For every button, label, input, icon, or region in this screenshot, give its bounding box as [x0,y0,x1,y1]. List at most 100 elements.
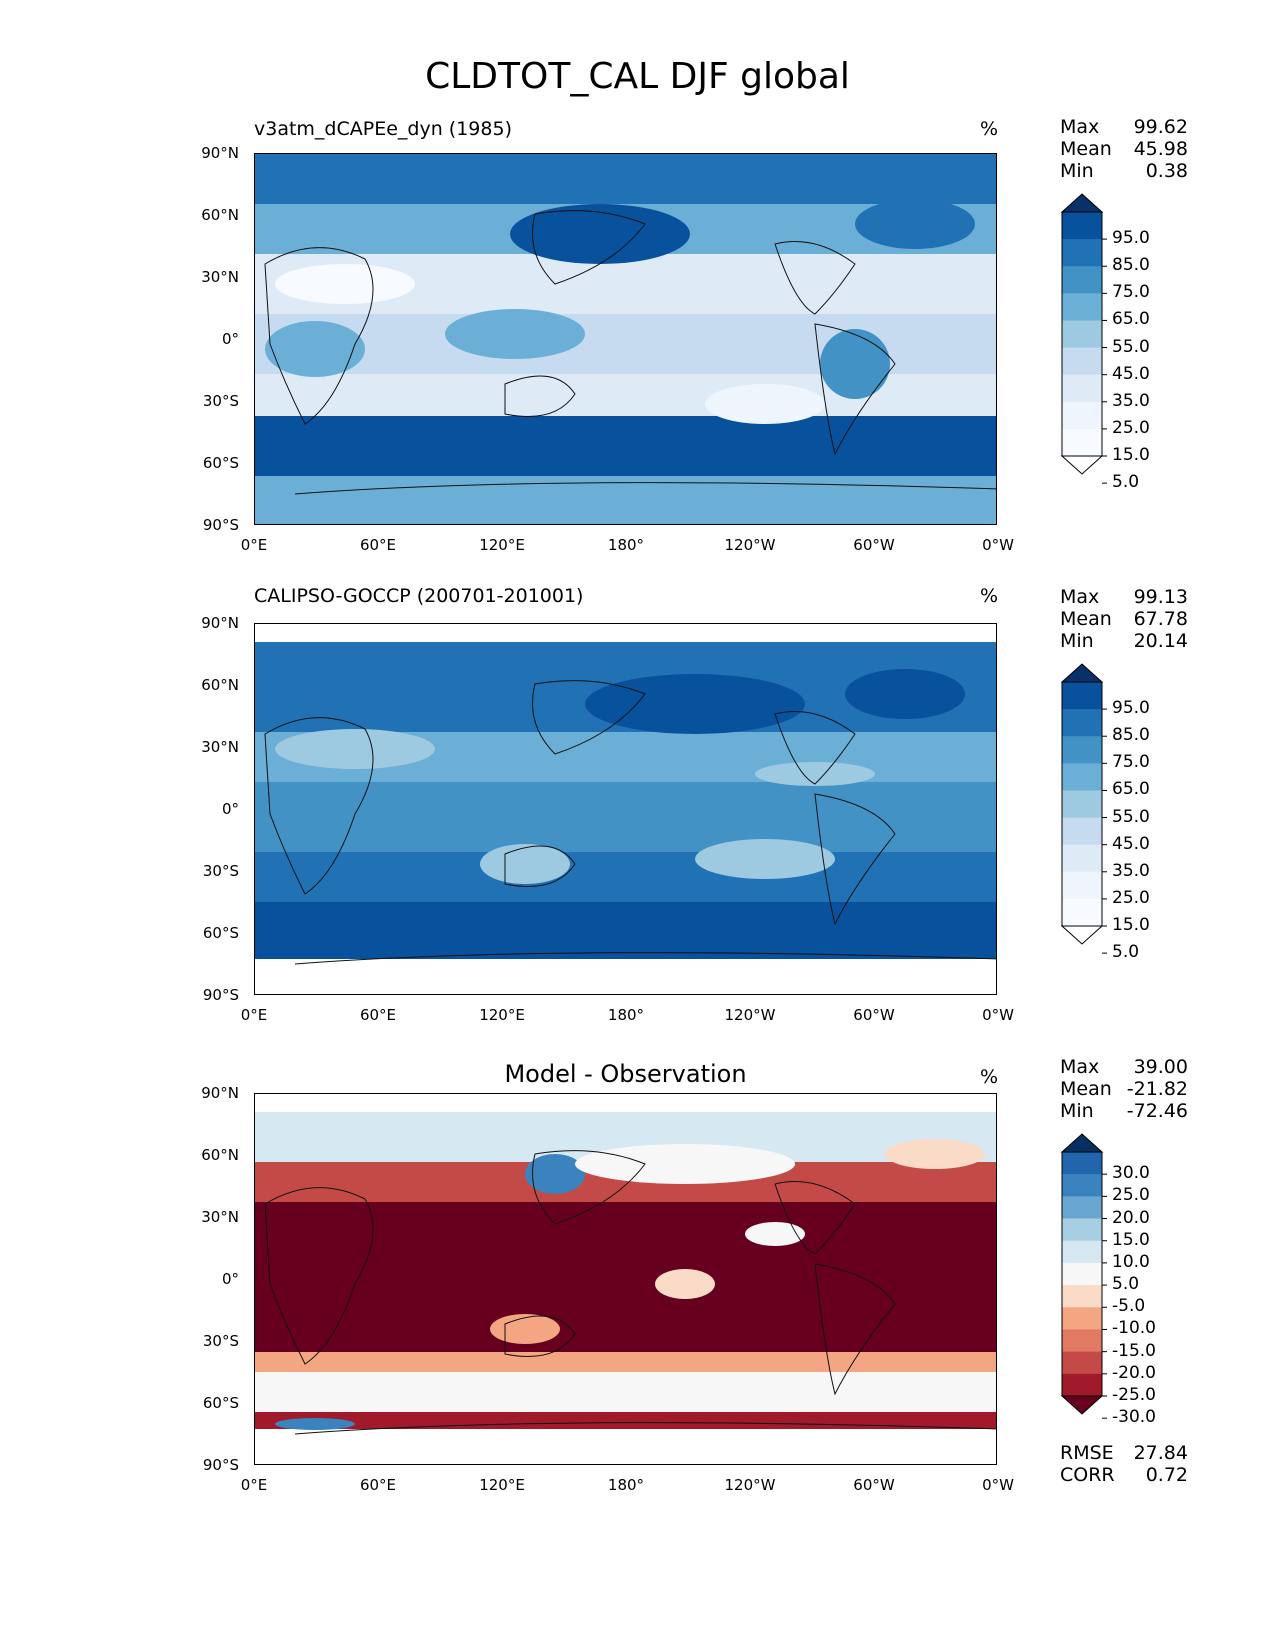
lon-label: 120°W [724,536,776,554]
lat-label: 30°S [202,1332,239,1350]
rmse-label: RMSE [1060,1442,1114,1464]
rmse-value: 27.84 [1133,1442,1188,1464]
lat-label: 60°S [202,924,239,942]
lat-label: 30°N [201,268,239,286]
colorbar-tick-label: 25.0 [1112,417,1150,438]
colorbar-segment [1062,347,1102,376]
lon-label: 0°W [982,1006,1014,1024]
lon-label: 60°W [853,536,895,554]
colorbar-segment [1062,428,1102,457]
light-central-america [745,1222,805,1246]
lat-label: 60°S [202,454,239,472]
band-antarctic [255,476,996,524]
cloud-north-atlantic [855,199,975,249]
colorbar-tick-label: -5.0 [1112,1296,1146,1317]
colorbar-tick-label: -10.0 [1112,1318,1156,1339]
colorbar-segment [1062,898,1102,927]
stat-min-label: Min [1060,160,1094,182]
colorbar-segment [1062,1152,1102,1175]
stat-mean: -21.82 [1126,1078,1188,1100]
colorbar-segment [1062,736,1102,764]
colorbar-extend-min [1060,1395,1104,1415]
colorbar-segment [1062,1240,1102,1264]
light-australia [490,1314,560,1344]
stat-max: 39.00 [1133,1056,1188,1078]
cloud-amazon [820,329,890,399]
colorbar-tick-label: 5.0 [1112,1274,1140,1295]
colorbar-extend-max [1060,193,1104,213]
colorbar-segment [1062,1262,1102,1286]
stats-block: Max 99.13 Mean 67.78 Min 20.14 [1060,586,1188,652]
lat-label: 30°S [202,392,239,410]
lon-label: 0°W [982,536,1014,554]
corr-label: CORR [1060,1464,1115,1486]
colorbar-segment [1062,709,1102,737]
lat-label: 60°S [202,1394,239,1412]
colorbar-segment [1062,790,1102,819]
band-antarctic-edge [255,1412,996,1429]
colorbar-tick-label: 75.0 [1112,752,1150,773]
stat-mean: 45.98 [1133,138,1188,160]
lat-label: 90°S [202,516,239,534]
clear-se-pacific [705,384,825,424]
band-southern-ocean [255,852,996,902]
colorbar-frame [1061,211,1103,457]
lat-label: 90°S [202,1456,239,1474]
stat-mean: 67.78 [1133,608,1188,630]
no-data-north [255,1094,996,1112]
colorbar-tick-label: -30.0 [1112,1407,1156,1428]
clear-central-pacific [755,762,875,786]
figure-title: CLDTOT_CAL DJF global [425,56,850,97]
cloud-maritime [445,309,585,359]
cloud-north-pacific [510,204,690,264]
clear-sahara [275,729,435,769]
lon-label: 120°E [479,536,525,554]
lat-label: 90°N [201,614,239,632]
band-arctic [255,154,996,204]
lat-label: 60°N [201,206,239,224]
lat-label: 30°N [201,1208,239,1226]
colorbar-segment [1062,682,1102,710]
colorbar-segment [1062,871,1102,900]
panel-title: CALIPSO-GOCCP (200701-201001) [254,585,584,607]
band-tropics [255,1202,996,1352]
stat-max-label: Max [1060,586,1100,608]
colorbar-extend-max [1060,663,1104,683]
map-difference [254,1093,997,1465]
colorbar-tick-label: 5.0 [1112,472,1140,493]
colorbar-tick-label: 65.0 [1112,309,1150,330]
panel-title: v3atm_dCAPEe_dyn (1985) [254,118,512,140]
lat-label: 90°N [201,1084,239,1102]
lon-label: 180° [607,536,645,554]
positive-antarctic [275,1418,355,1430]
stat-max: 99.62 [1133,116,1188,138]
stat-mean-label: Mean [1060,138,1112,160]
colorbar-frame [1061,681,1103,927]
units-label: % [980,1066,999,1088]
stat-max: 99.13 [1133,586,1188,608]
no-data-south [255,959,996,994]
colorbar-segment [1062,1373,1102,1397]
colorbar-tick-label: 85.0 [1112,725,1150,746]
map-model [254,153,997,525]
no-data-north [255,624,996,642]
stats-block: Max 99.62 Mean 45.98 Min 0.38 [1060,116,1188,182]
coastline [264,210,996,495]
colorbar-segment [1062,266,1102,294]
colorbar-segment [1062,844,1102,873]
colorbar-segment [1062,1174,1102,1197]
colorbar-tick-label: 85.0 [1112,255,1150,276]
colorbar-tick-label: 55.0 [1112,806,1150,827]
panel-observation: CALIPSO-GOCCP (200701-201001) % 90°N 60°… [0,470,1275,1024]
colorbar-segment [1062,763,1102,791]
band-tropics [255,782,996,852]
band-southern-ocean [255,416,996,476]
colorbar-tick-label: -15.0 [1112,1340,1156,1361]
colorbar-tick-label: 30.0 [1112,1163,1150,1184]
coastline [264,680,996,965]
stat-min: 0.38 [1145,160,1188,182]
colorbar-segment [1062,1329,1102,1353]
colorbar-tick-label: 75.0 [1112,282,1150,303]
lat-label: 90°N [201,144,239,162]
lon-label: 0°W [982,1476,1014,1494]
